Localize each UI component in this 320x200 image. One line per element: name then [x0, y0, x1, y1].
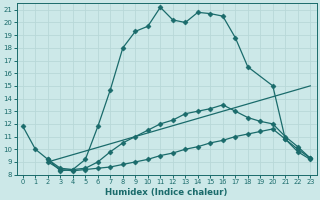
X-axis label: Humidex (Indice chaleur): Humidex (Indice chaleur) — [105, 188, 228, 197]
